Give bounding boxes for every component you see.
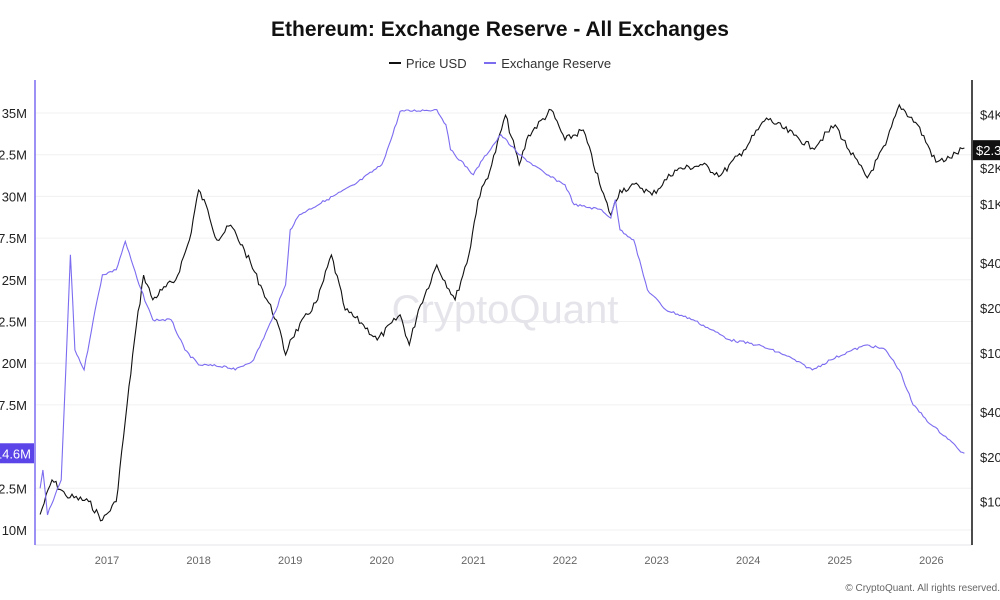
left-tick-label: 27.5M (0, 231, 27, 246)
legend-label-price: Price USD (405, 55, 467, 71)
right-tick-label: $4K (980, 107, 1000, 122)
right-tick-label: $400 (980, 256, 1000, 271)
right-tick-label: $200 (980, 301, 1000, 316)
price-current-label: $2.3K (976, 143, 1000, 158)
x-tick-label: 2025 (828, 555, 852, 567)
left-tick-label: 22.5M (0, 315, 27, 330)
right-tick-label: $1K (980, 197, 1000, 212)
reserve-line (39, 108, 965, 516)
legend: Price USD Exchange Reserve (0, 52, 1000, 71)
left-tick-label: 32.5M (0, 148, 27, 163)
left-tick-label: 10M (2, 523, 27, 538)
right-tick-label: $100 (980, 346, 1000, 361)
left-tick-label: 20M (2, 356, 27, 371)
x-tick-label: 2020 (370, 555, 394, 567)
copyright: © CryptoQuant. All rights reserved. (845, 583, 1000, 594)
x-tick-label: 2022 (553, 555, 577, 567)
x-tick-label: 2018 (186, 555, 210, 567)
left-tick-label: 25M (2, 273, 27, 288)
watermark: CryptoQuant (392, 288, 619, 332)
right-tick-label: $10 (980, 495, 1000, 510)
chart-title: Ethereum: Exchange Reserve - All Exchang… (271, 18, 729, 41)
reserve-current-badge (0, 443, 34, 464)
legend-swatch-price (388, 62, 401, 64)
legend-item-price[interactable]: Price USD (388, 55, 467, 71)
x-tick-label: 2024 (736, 555, 760, 567)
price-line (39, 103, 965, 522)
right-tick-label: $20 (980, 450, 1000, 465)
reserve-current-label: 14.6M (0, 446, 31, 461)
legend-item-reserve[interactable]: Exchange Reserve (484, 56, 611, 71)
x-tick-label: 2017 (95, 555, 119, 567)
right-tick-label: $40 (980, 405, 1000, 420)
right-tick-label: $2K (980, 161, 1000, 176)
left-tick-label: 35M (2, 106, 27, 121)
x-tick-label: 2026 (919, 555, 943, 567)
x-tick-label: 2021 (461, 555, 485, 567)
x-tick-label: 2023 (644, 555, 668, 567)
price-current-badge (973, 140, 1000, 161)
left-tick-label: 17.5M (0, 398, 27, 413)
x-tick-label: 2019 (278, 555, 302, 567)
left-tick-label: 30M (2, 189, 27, 204)
legend-label-reserve: Exchange Reserve (501, 55, 612, 71)
legend-swatch-reserve (484, 62, 497, 64)
left-tick-label: 12.5M (0, 481, 27, 496)
